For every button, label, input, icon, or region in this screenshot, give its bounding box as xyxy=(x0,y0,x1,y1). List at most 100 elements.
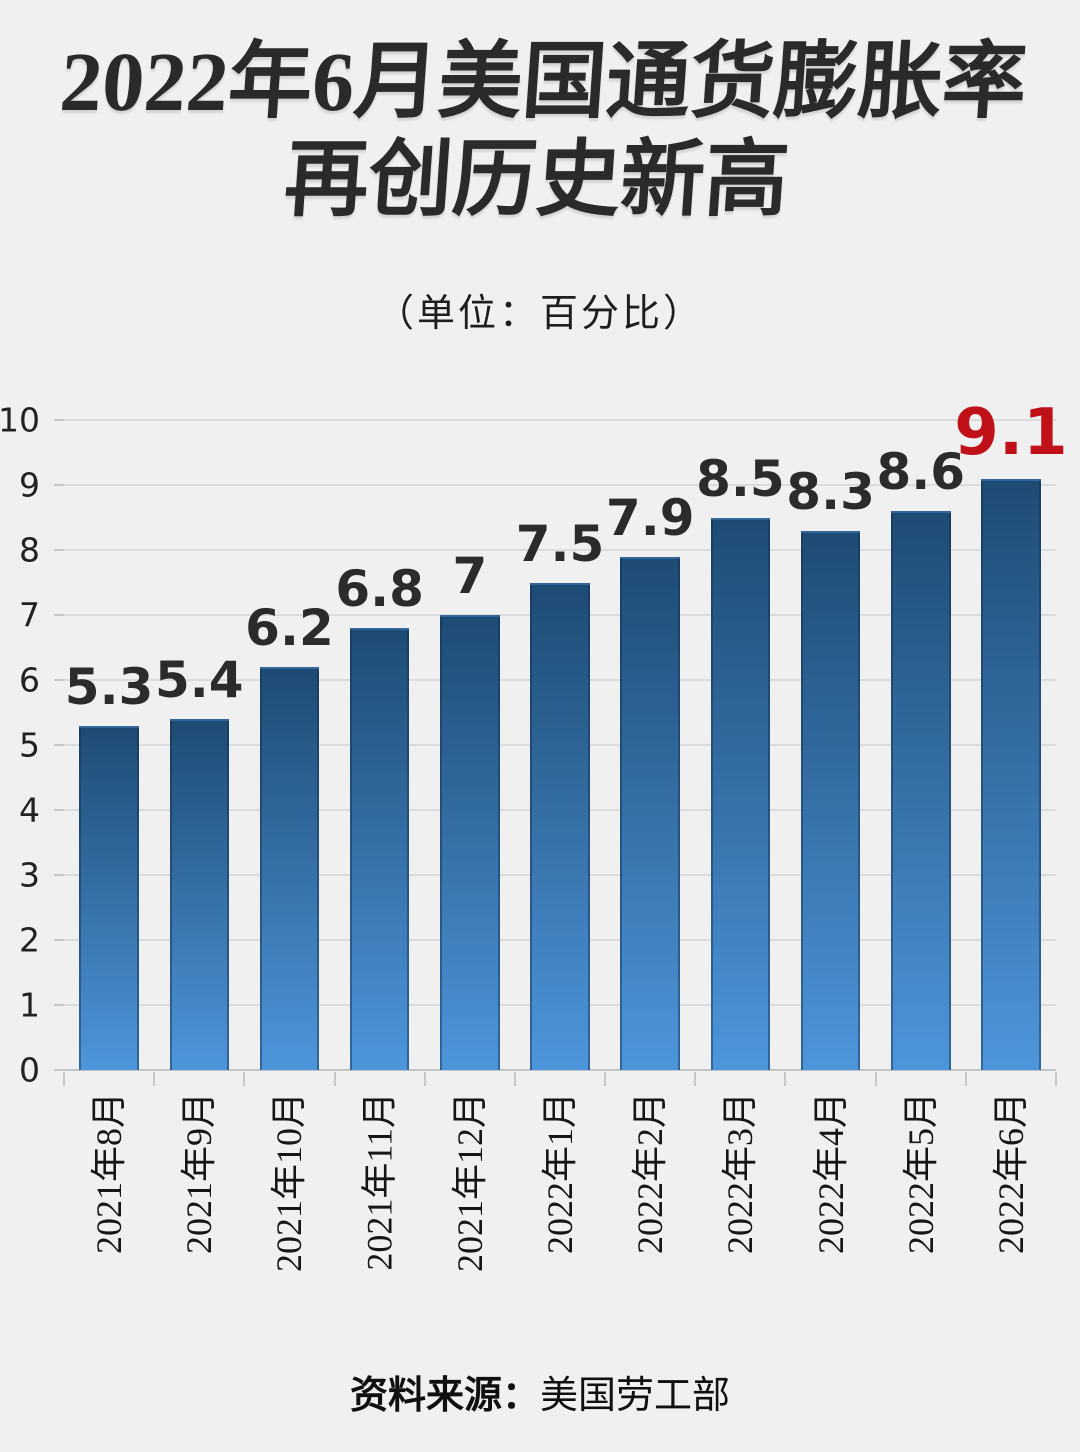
bar-value-label: 5.3 xyxy=(64,657,154,716)
x-tick-mark xyxy=(1055,1072,1057,1086)
y-tick-mark xyxy=(54,549,64,551)
y-tick-label: 1 xyxy=(19,985,40,1025)
y-tick-label: 6 xyxy=(19,660,40,700)
bar-value-label: 7.9 xyxy=(605,488,695,547)
y-tick-mark xyxy=(54,1004,64,1006)
x-tick-mark xyxy=(243,1072,246,1086)
bar-value-label: 7 xyxy=(452,547,488,605)
y-tick-label: 3 xyxy=(19,855,40,895)
bar-group: 7.5 xyxy=(515,420,605,1070)
y-tick-mark xyxy=(54,744,64,746)
bar-group: 9.1 xyxy=(954,401,1068,1070)
x-tick-mark xyxy=(333,1072,336,1086)
bar xyxy=(530,582,590,1070)
y-tick-label: 5 xyxy=(19,725,40,765)
y-tick-mark xyxy=(54,419,64,421)
bar-group: 7 xyxy=(425,420,515,1070)
x-tick-label: 2022年4月 xyxy=(810,1092,851,1255)
bar xyxy=(79,725,139,1070)
x-label-slot: 2022年1月 xyxy=(515,1082,605,1322)
x-tick-mark xyxy=(513,1072,516,1086)
plot-area: 5.3 5.4 6.2 6.8 7 7.5 7.9 8.5 8.3 8.6 9.1 xyxy=(54,401,1068,1086)
bar xyxy=(169,719,230,1070)
gridline xyxy=(64,549,1056,551)
bar-group: 8.6 xyxy=(876,420,966,1070)
bar-group: 6.2 xyxy=(244,420,334,1070)
gridline xyxy=(64,1069,1056,1071)
bar-value-label: 6.8 xyxy=(335,560,424,618)
x-label-slot: 2021年10月 xyxy=(244,1082,334,1322)
y-tick-mark xyxy=(54,874,64,876)
unit-note: （单位：百分比） xyxy=(375,293,704,335)
x-label-slot: 2022年6月 xyxy=(966,1082,1056,1322)
bar-group: 5.4 xyxy=(154,420,244,1070)
x-tick-mark xyxy=(964,1072,967,1086)
bar-group: 8.3 xyxy=(786,420,876,1070)
x-tick-mark xyxy=(423,1072,426,1086)
x-label-slot: 2022年2月 xyxy=(605,1082,695,1322)
bar-value-label: 8.3 xyxy=(786,462,875,521)
y-tick-mark xyxy=(54,679,64,681)
x-label-slot: 2021年11月 xyxy=(335,1082,425,1322)
source-note: 资料来源：美国劳工部 xyxy=(0,1364,1080,1419)
bar-value-label: 8.6 xyxy=(876,443,966,501)
bar xyxy=(800,530,861,1070)
source-label: 资料来源： xyxy=(349,1375,540,1417)
x-tick-label: 2021年9月 xyxy=(179,1092,220,1255)
y-tick-label: 10 xyxy=(0,400,40,440)
bar xyxy=(891,511,951,1070)
y-tick-label: 4 xyxy=(19,790,40,830)
bar-value-label: 8.5 xyxy=(696,449,785,508)
bar-group: 6.8 xyxy=(335,420,425,1070)
gridline xyxy=(64,484,1056,486)
x-tick-label: 2021年10月 xyxy=(269,1092,310,1273)
x-label-slot: 2022年4月 xyxy=(786,1082,876,1322)
bar xyxy=(620,556,680,1070)
x-tick-mark xyxy=(153,1072,156,1086)
x-tick-label: 2022年6月 xyxy=(990,1092,1031,1255)
x-label-slot: 2021年9月 xyxy=(154,1082,244,1322)
x-tick-label: 2021年12月 xyxy=(449,1092,490,1273)
x-label-slot: 2022年3月 xyxy=(695,1082,785,1322)
x-tick-label: 2021年11月 xyxy=(359,1092,400,1271)
x-tick-label: 2022年1月 xyxy=(540,1092,581,1255)
x-tick-mark xyxy=(63,1072,65,1086)
x-tick-mark xyxy=(604,1072,607,1086)
source-value: 美国劳工部 xyxy=(540,1375,731,1417)
x-axis-labels: 2021年8月 2021年9月 2021年10月 2021年11月 2021年12月 20… xyxy=(64,1082,1056,1322)
bar-value-label: 7.5 xyxy=(515,514,605,573)
y-tick-label: 7 xyxy=(19,595,40,635)
y-axis-labels: 0 1 2 3 4 5 6 7 8 9 10 xyxy=(0,401,52,1090)
x-label-slot: 2022年5月 xyxy=(876,1082,966,1322)
y-tick-label: 9 xyxy=(19,465,40,505)
bar-value-label: 9.1 xyxy=(954,395,1068,470)
y-tick-label: 0 xyxy=(19,1050,40,1090)
x-tick-mark xyxy=(694,1072,697,1086)
y-tick-mark xyxy=(54,614,64,616)
x-label-slot: 2021年8月 xyxy=(64,1082,154,1322)
y-tick-mark xyxy=(54,809,64,811)
bar xyxy=(259,667,320,1070)
bar xyxy=(981,478,1041,1070)
bar xyxy=(440,615,500,1070)
y-tick-mark xyxy=(54,1069,64,1071)
x-label-slot: 2021年12月 xyxy=(425,1082,515,1322)
gridline xyxy=(64,419,1056,421)
bar-series: 5.3 5.4 6.2 6.8 7 7.5 7.9 8.5 8.3 8.6 9.1 xyxy=(64,401,1068,1070)
bar xyxy=(710,517,771,1070)
x-tick-mark xyxy=(874,1072,877,1086)
y-tick-mark xyxy=(54,484,64,486)
x-tick-label: 2022年5月 xyxy=(900,1092,941,1255)
bar-group: 8.5 xyxy=(695,420,785,1070)
x-tick-label: 2022年2月 xyxy=(630,1092,671,1255)
bar-group: 7.9 xyxy=(605,420,695,1070)
bar-value-label: 5.4 xyxy=(154,651,244,709)
y-tick-label: 8 xyxy=(19,530,40,570)
x-tick-label: 2021年8月 xyxy=(89,1092,130,1255)
bar xyxy=(349,628,410,1070)
x-tick-label: 2022年3月 xyxy=(720,1092,761,1255)
y-tick-label: 2 xyxy=(19,920,40,960)
x-tick-mark xyxy=(784,1072,787,1086)
y-tick-mark xyxy=(54,939,64,941)
